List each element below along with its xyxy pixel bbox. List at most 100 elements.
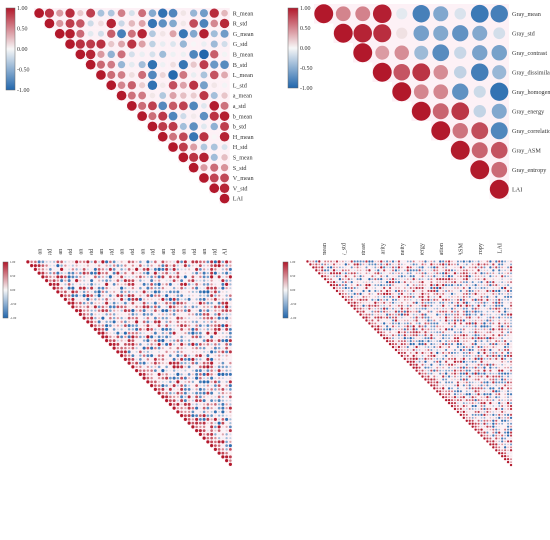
correlation-circle	[172, 403, 176, 406]
correlation-circle	[199, 132, 209, 142]
correlation-circle	[221, 286, 225, 290]
correlation-circle	[214, 339, 217, 342]
correlation-circle	[401, 278, 403, 280]
correlation-circle	[486, 287, 489, 289]
correlation-circle	[150, 384, 154, 388]
correlation-circle	[157, 372, 161, 376]
correlation-circle	[495, 278, 497, 280]
correlation-circle	[158, 317, 161, 320]
correlation-circle	[105, 324, 109, 328]
correlation-circle	[146, 283, 150, 286]
correlation-circle	[161, 290, 164, 293]
correlation-circle	[67, 294, 71, 297]
correlation-circle	[184, 407, 187, 410]
correlation-circle	[116, 283, 119, 286]
correlation-circle	[56, 9, 64, 17]
correlation-circle	[187, 410, 191, 414]
correlation-circle	[195, 327, 199, 331]
row-label: Gray_energy	[512, 108, 545, 115]
correlation-circle	[154, 365, 157, 368]
correlation-circle	[116, 279, 120, 282]
correlation-circle	[368, 278, 371, 281]
correlation-circle	[94, 316, 97, 320]
correlation-circle	[206, 339, 210, 343]
correlation-circle	[492, 278, 495, 280]
row-label: L_std	[233, 82, 248, 89]
correlation-circle	[451, 281, 453, 284]
correlation-circle	[228, 380, 232, 384]
correlation-circle	[146, 271, 150, 275]
correlation-circle	[201, 41, 207, 47]
column-label: Gray_homogeneity	[399, 242, 406, 255]
correlation-circle	[498, 272, 501, 275]
correlation-circle	[509, 269, 513, 272]
correlation-circle	[168, 290, 172, 294]
correlation-circle	[195, 406, 199, 410]
correlation-circle	[90, 305, 93, 308]
correlation-circle	[75, 309, 79, 313]
correlation-circle	[124, 268, 127, 271]
correlation-circle	[315, 269, 318, 272]
correlation-circle	[347, 263, 350, 266]
correlation-circle	[180, 387, 184, 391]
correlation-circle	[154, 377, 157, 379]
correlation-circle	[135, 361, 139, 365]
correlation-circle	[173, 388, 176, 391]
correlation-circle	[228, 447, 232, 451]
correlation-circle	[225, 422, 228, 425]
correlation-circle	[344, 281, 347, 284]
correlation-circle	[327, 263, 329, 266]
correlation-circle	[157, 305, 161, 309]
correlation-circle	[184, 328, 187, 331]
correlation-circle	[206, 331, 210, 335]
correlation-circle	[318, 260, 321, 263]
correlation-circle	[165, 324, 168, 327]
row-label: b_mean	[233, 113, 253, 120]
correlation-circle	[153, 387, 157, 391]
correlation-circle	[221, 354, 224, 357]
correlation-circle	[188, 392, 191, 395]
correlation-circle	[98, 283, 101, 286]
correlation-circle	[85, 49, 96, 60]
correlation-circle	[116, 287, 119, 290]
correlation-circle	[321, 266, 324, 269]
correlation-circle	[86, 297, 90, 301]
correlation-circle	[146, 327, 150, 331]
correlation-circle	[117, 71, 126, 79]
correlation-circle	[407, 275, 409, 277]
correlation-circle	[98, 260, 101, 263]
correlation-circle	[157, 388, 161, 391]
correlation-circle	[105, 309, 109, 313]
correlation-circle	[168, 331, 172, 335]
correlation-circle	[206, 350, 209, 353]
correlation-circle	[347, 272, 350, 275]
correlation-circle	[199, 391, 202, 395]
correlation-circle	[341, 278, 344, 281]
correlation-circle	[210, 350, 214, 354]
correlation-circle	[124, 271, 127, 275]
correlation-circle	[56, 290, 60, 294]
correlation-circle	[225, 286, 228, 290]
correlation-circle	[82, 286, 86, 290]
correlation-circle	[128, 264, 131, 267]
correlation-circle	[206, 432, 210, 436]
correlation-circle	[433, 275, 436, 278]
correlation-circle	[180, 369, 183, 372]
correlation-circle	[161, 339, 165, 343]
correlation-circle	[105, 331, 108, 335]
correlation-circle	[421, 275, 424, 278]
correlation-circle	[195, 317, 198, 320]
correlation-circle	[400, 275, 403, 278]
correlation-circle	[490, 122, 508, 140]
correlation-circle	[146, 301, 150, 305]
correlation-circle	[195, 283, 198, 286]
correlation-circle	[445, 281, 448, 284]
correlation-circle	[199, 19, 209, 28]
correlation-circle	[393, 63, 411, 81]
correlation-circle	[127, 81, 137, 90]
correlation-circle	[191, 361, 195, 365]
correlation-circle	[210, 369, 213, 372]
correlation-circle	[67, 283, 71, 286]
correlation-circle	[178, 152, 189, 163]
correlation-circle	[214, 392, 217, 394]
